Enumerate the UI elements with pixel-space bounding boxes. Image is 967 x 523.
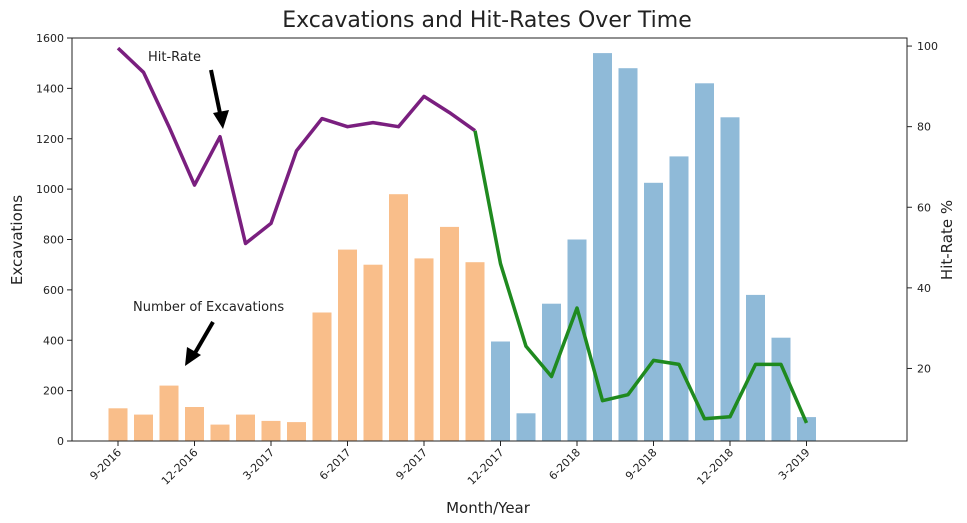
bar-10-2016: [134, 414, 153, 441]
chart-title: Excavations and Hit-Rates Over Time: [282, 8, 691, 33]
bar-9-2018: [720, 117, 740, 442]
annotation-excavations: Number of Excavations: [133, 300, 284, 366]
y-axis-left-label: Excavations: [8, 195, 26, 285]
y-left-tick-label: 1000: [36, 183, 64, 196]
bar-11-2016: [159, 385, 179, 441]
y-left-tick-label: 200: [43, 385, 64, 398]
y-axis-right-label: Hit-Rate %: [938, 200, 956, 280]
bar-11-2018: [771, 337, 791, 441]
bar-9-2016: [108, 408, 128, 441]
x-tick-label: 6-2017: [317, 446, 354, 483]
bar-7-2018: [669, 156, 689, 441]
y-axis-right: 20 40 60 80 100: [907, 40, 938, 375]
annotation-excavations-arrowhead: [185, 347, 201, 366]
y-right-tick-label: 20: [917, 362, 931, 375]
annotation-hit-rate-text: Hit-Rate: [148, 50, 201, 65]
bar-4-2018: [593, 53, 612, 441]
x-tick-label: 12-2018: [694, 446, 736, 488]
annotation-excavations-text: Number of Excavations: [133, 300, 284, 315]
bar-12-2018: [797, 417, 816, 441]
y-right-tick-label: 80: [917, 121, 931, 134]
x-tick-label: 3-2017: [240, 446, 277, 483]
bar-3-2017: [261, 420, 281, 441]
hit-rate-line-segment-2: [473, 130, 809, 424]
bar-5-2018: [618, 68, 638, 441]
y-left-tick-label: 1600: [36, 32, 64, 45]
y-right-tick-label: 100: [917, 40, 938, 53]
x-tick-label: 3-2019: [776, 446, 813, 483]
x-tick-label: 9-2016: [87, 446, 124, 483]
bar-7-2017: [363, 264, 383, 441]
bar-10-2017: [440, 226, 459, 441]
bar-11-2017: [465, 262, 485, 441]
annotation-hit-rate-arrow: [209, 69, 223, 119]
annotation-excavations-arrow: [193, 320, 215, 355]
x-tick-label: 6-2018: [546, 446, 583, 483]
bar-9-2017: [414, 258, 434, 441]
hit-rate-line-segment-1: [116, 46, 477, 246]
bar-12-2016: [185, 407, 204, 441]
y-left-tick-label: 0: [57, 435, 64, 448]
bar-2-2017: [236, 414, 255, 441]
bar-8-2018: [695, 83, 714, 442]
bar-8-2017: [389, 194, 408, 441]
y-axis-left: 0 200 400 600 800 1000 1200 1400 1600: [36, 32, 72, 448]
bar-6-2017: [338, 249, 357, 441]
bar-6-2018: [644, 182, 663, 442]
y-right-tick-label: 60: [917, 201, 931, 214]
y-left-tick-label: 800: [43, 234, 64, 247]
bar-1-2017: [210, 424, 230, 441]
x-axis: 9-2016 12-2016 3-2017 6-2017 9-2017 12-2017 6-…: [87, 441, 813, 488]
y-left-tick-label: 600: [43, 284, 64, 297]
y-right-tick-label: 40: [917, 282, 931, 295]
x-tick-label: 12-2017: [465, 446, 507, 488]
lines-layer: [116, 46, 809, 424]
y-left-tick-label: 1200: [36, 133, 64, 146]
bar-3-2018: [567, 239, 587, 441]
x-axis-label: Month/Year: [446, 499, 531, 517]
bars-layer: [108, 53, 816, 442]
x-tick-label: 9-2018: [623, 446, 660, 483]
x-tick-label: 12-2016: [159, 446, 201, 488]
y-left-tick-label: 400: [43, 334, 64, 347]
bar-1-2018: [516, 413, 536, 441]
bar-5-2017: [312, 312, 332, 441]
bar-4-2017: [287, 422, 306, 441]
annotation-hit-rate-arrowhead: [213, 110, 229, 129]
x-tick-label: 9-2017: [393, 446, 430, 483]
y-left-tick-label: 1400: [36, 82, 64, 95]
annotation-hit-rate: Hit-Rate: [148, 50, 229, 129]
bar-12-2017: [491, 341, 510, 441]
